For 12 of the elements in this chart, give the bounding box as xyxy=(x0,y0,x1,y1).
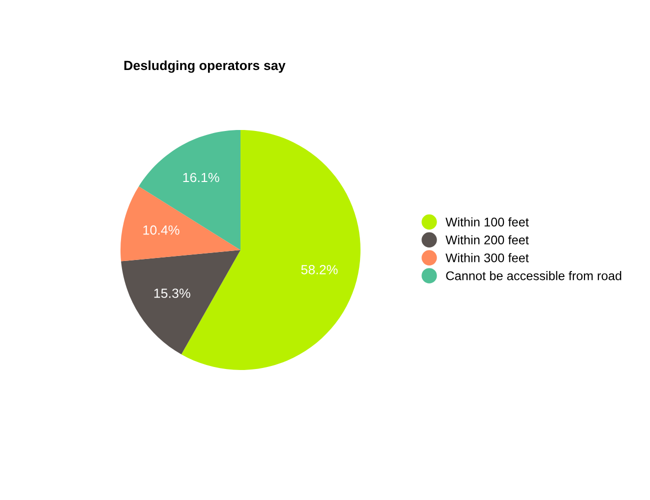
legend-label: Cannot be accessible from road xyxy=(446,271,622,280)
legend-label: Within 200 feet xyxy=(446,235,529,244)
pie-slice xyxy=(120,186,240,262)
pie-slice xyxy=(121,250,240,354)
legend-label: Within 300 feet xyxy=(446,253,529,262)
data-label: 16.1% xyxy=(183,172,220,182)
legend-label: Within 100 feet xyxy=(446,217,529,226)
data-label: 58.2% xyxy=(301,264,338,274)
pie-slice xyxy=(138,130,240,250)
data-label: 15.3% xyxy=(154,288,190,298)
chart-title: Desludging operators say xyxy=(124,60,286,73)
data-label: 10.4% xyxy=(143,225,180,235)
